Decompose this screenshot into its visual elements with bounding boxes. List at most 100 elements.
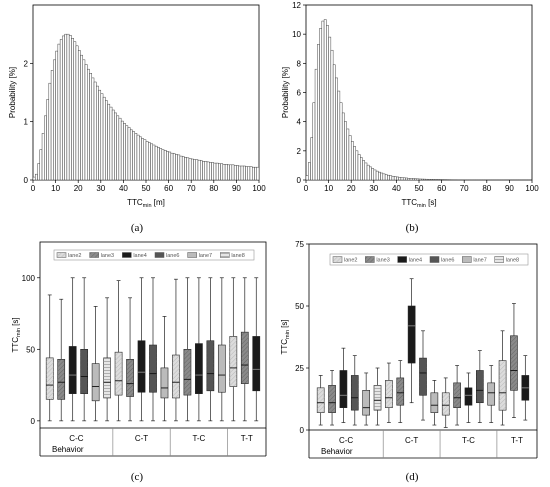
histogram-bar [204,161,208,181]
legend-swatch-hatch [494,256,504,263]
histogram-bar [209,162,212,181]
histogram-bar [66,33,70,181]
histogram-bar [310,137,314,181]
plot-frame [39,241,267,429]
histogram-bar [132,131,135,181]
legend-label: lane4 [133,253,146,259]
histogram-bar [150,143,154,181]
histogram-bar [152,144,156,181]
box-body [252,336,261,392]
group-label: T-C [192,434,205,443]
histogram-bar [166,151,169,181]
histogram-bar [197,159,201,181]
histogram-bar [98,89,102,181]
y-tick-label: 1 [24,118,29,127]
legend-label: lane6 [441,258,454,264]
histogram-bar [400,177,404,181]
histogram-bar [177,154,181,181]
y-tick-label: 2 [297,147,302,156]
histogram-bar [125,125,129,181]
legend-swatch-hatch [333,256,342,263]
legend-swatch-hatch [365,256,375,263]
box-hatch [510,335,518,391]
y-tick-label: 2 [24,59,29,68]
caption-a: (a) [131,222,144,234]
histogram-bar [378,171,381,181]
plot-frame [308,243,538,431]
histogram-bar [48,82,52,181]
legend-label: lane7 [199,253,212,259]
legend-label: lane4 [409,258,422,264]
histogram-bar [93,81,97,181]
histogram-bar [418,178,422,181]
y-tick-label: 12 [292,1,301,10]
histogram-bar [238,165,242,181]
x-axis-label: TTCmin [s] [401,198,436,209]
x-tick-label: 90 [232,184,241,193]
box-hatch [453,382,461,408]
histogram-bar [215,162,219,181]
histogram-bar [44,115,47,181]
group-label: C-C [339,436,353,445]
histogram-bar [364,162,368,181]
histogram-bar [220,163,224,181]
histogram-bar [100,93,104,181]
legend-label: lane2 [344,258,357,264]
histogram-bar [71,38,74,181]
histogram-bar [123,123,126,181]
histogram-bar [195,159,199,181]
histogram-bar [107,103,111,181]
histogram-bar [175,154,178,181]
histogram-bar [332,64,336,181]
histogram-bar [391,175,395,181]
box-body [407,305,416,364]
group-label: T-T [511,436,523,445]
y-tick-label: 100 [22,274,36,283]
caption-b: (b) [406,222,419,234]
box-hatch [126,359,134,397]
histogram-bar [193,159,196,181]
histogram-bar [357,154,361,181]
histogram-bar [384,174,388,181]
legend-swatch [462,256,472,263]
histogram-bar [344,121,347,181]
x-tick-label: 100 [525,184,539,193]
histogram-bar [102,96,106,181]
histogram-bar [305,175,309,181]
legend-label: lane2 [68,253,81,259]
histogram-bar [50,70,54,181]
box-body [339,370,348,408]
legend-label: lane6 [166,253,179,259]
legend-swatch-hatch [57,252,66,258]
histogram-bar [68,35,72,181]
histogram-bar [348,135,352,181]
histogram-bar [211,162,215,181]
histogram-bar [143,139,147,181]
histogram-bar [254,166,257,181]
box-hatch [46,357,54,400]
histogram-bar [200,160,203,181]
histogram-bar [62,35,65,181]
box-hatch [229,336,237,387]
box-hatch [172,355,180,398]
box-hatch [57,359,65,400]
histogram-bar [231,164,235,181]
group-label: T-T [241,434,253,443]
histogram-bar [39,149,43,181]
histogram-bar [328,36,332,181]
histogram-bar [161,149,165,181]
x-tick-label: 50 [142,184,151,193]
box-body [362,390,370,416]
box-hatch [419,358,427,396]
x-tick-label: 10 [51,184,60,193]
x-tick-label: 30 [369,184,378,193]
histogram-bar [186,157,190,181]
x-tick-label: 100 [252,184,266,193]
histogram-bar [256,166,260,181]
legend-label: lane8 [231,253,244,259]
caption-c: (c) [131,471,144,483]
legend-frame [329,253,529,266]
x-tick-label: 20 [74,184,83,193]
box-hatch [183,349,191,396]
histogram-bar [53,59,56,181]
